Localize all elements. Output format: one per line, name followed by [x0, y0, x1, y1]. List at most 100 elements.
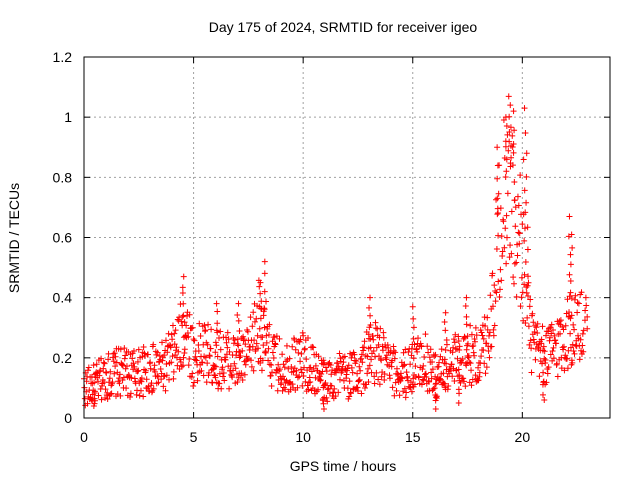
- data-point: [469, 376, 476, 383]
- data-point: [111, 370, 118, 377]
- data-point: [383, 352, 390, 359]
- data-point: [580, 348, 587, 355]
- data-point: [119, 361, 126, 368]
- data-point: [285, 365, 292, 372]
- data-point: [320, 382, 327, 389]
- data-point: [158, 376, 165, 383]
- data-point: [249, 323, 256, 330]
- data-point: [567, 315, 574, 322]
- data-point: [337, 358, 344, 365]
- data-point: [216, 380, 223, 387]
- data-point: [510, 108, 517, 115]
- data-point: [226, 348, 233, 355]
- data-point: [189, 370, 196, 377]
- data-point: [521, 225, 528, 232]
- data-point: [150, 341, 157, 348]
- data-point: [266, 321, 273, 328]
- data-point: [263, 298, 270, 305]
- data-point: [324, 398, 331, 405]
- data-point: [355, 377, 362, 384]
- data-point: [163, 372, 170, 379]
- data-point: [102, 394, 109, 401]
- data-point: [137, 387, 144, 394]
- data-point: [213, 327, 220, 334]
- data-point: [348, 364, 355, 371]
- data-point: [494, 144, 501, 151]
- data-point: [231, 336, 238, 343]
- data-point: [212, 339, 219, 346]
- data-point: [248, 363, 255, 370]
- data-point: [340, 359, 347, 366]
- data-point: [263, 332, 270, 339]
- data-point: [181, 319, 188, 326]
- data-point: [527, 296, 534, 303]
- data-point: [541, 396, 548, 403]
- data-point: [571, 350, 578, 357]
- data-point: [321, 359, 328, 366]
- data-point: [366, 362, 373, 369]
- data-point: [359, 359, 366, 366]
- data-point: [419, 366, 426, 373]
- x-tick-label: 5: [190, 429, 198, 445]
- data-point: [414, 348, 421, 355]
- data-point: [358, 390, 365, 397]
- data-point: [511, 127, 518, 134]
- data-point: [236, 328, 243, 335]
- data-point: [503, 260, 510, 267]
- x-tick-label: 15: [405, 429, 421, 445]
- data-point: [301, 364, 308, 371]
- data-point: [219, 373, 226, 380]
- data-point: [466, 359, 473, 366]
- data-point: [216, 334, 223, 341]
- data-point: [130, 360, 137, 367]
- data-point: [166, 376, 173, 383]
- data-point: [388, 363, 395, 370]
- data-point: [91, 388, 98, 395]
- data-point: [190, 336, 197, 343]
- data-point: [275, 361, 282, 368]
- data-point: [131, 363, 138, 370]
- data-point: [492, 288, 499, 295]
- data-point: [205, 369, 212, 376]
- data-point: [557, 317, 564, 324]
- data-point: [242, 341, 249, 348]
- data-point: [518, 294, 525, 301]
- data-point: [584, 313, 591, 320]
- data-point: [496, 286, 503, 293]
- data-point: [494, 175, 501, 182]
- data-point: [235, 317, 242, 324]
- data-point: [148, 380, 155, 387]
- data-point: [438, 346, 445, 353]
- data-point: [321, 394, 328, 401]
- data-point: [329, 367, 336, 374]
- data-point: [525, 293, 532, 300]
- data-point: [523, 173, 530, 180]
- data-point: [91, 395, 98, 402]
- data-point: [550, 344, 557, 351]
- data-point: [511, 280, 518, 287]
- data-point: [525, 273, 532, 280]
- data-point: [365, 345, 372, 352]
- data-point: [266, 361, 273, 368]
- data-point: [116, 375, 123, 382]
- data-point: [568, 295, 575, 302]
- data-point: [269, 369, 276, 376]
- data-point: [503, 168, 510, 175]
- data-point: [409, 303, 416, 310]
- data-point: [543, 332, 550, 339]
- data-point: [364, 353, 371, 360]
- data-point: [550, 355, 557, 362]
- data-point: [265, 345, 272, 352]
- data-point: [485, 348, 492, 355]
- data-point: [279, 351, 286, 358]
- data-point: [239, 377, 246, 384]
- data-point: [300, 332, 307, 339]
- data-point: [410, 324, 417, 331]
- data-point: [290, 368, 297, 375]
- data-point: [265, 357, 272, 364]
- data-point: [331, 385, 338, 392]
- data-point: [429, 359, 436, 366]
- data-point: [533, 324, 540, 331]
- data-point: [154, 349, 161, 356]
- data-point: [129, 355, 136, 362]
